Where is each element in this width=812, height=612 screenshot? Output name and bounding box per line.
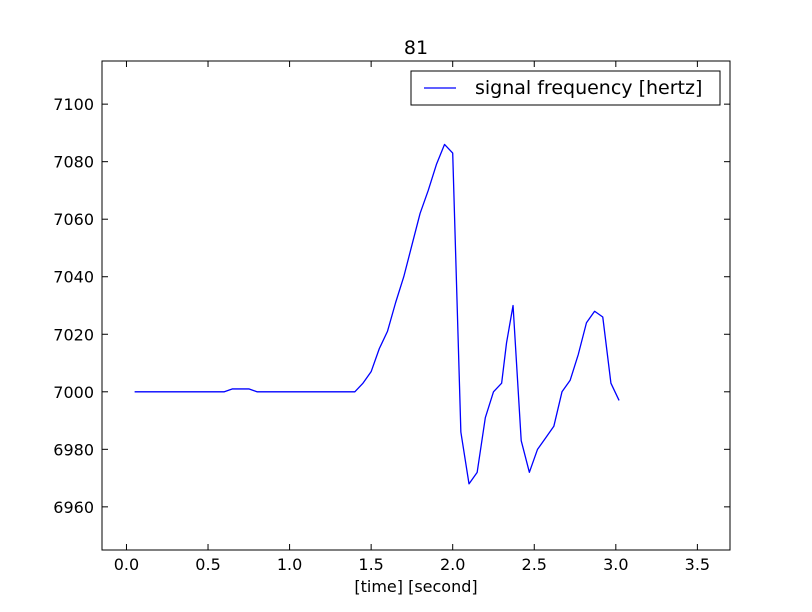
legend: signal frequency [hertz]	[410, 70, 721, 106]
x-tick-label: 1.0	[277, 555, 302, 574]
x-axis-label: [time] [second]	[354, 577, 477, 596]
y-tick-label: 6960	[53, 498, 94, 517]
y-tick-label: 7100	[53, 95, 94, 114]
legend-box	[410, 70, 721, 106]
chart-title: 81	[404, 37, 428, 59]
series-line-0	[134, 143, 620, 485]
plot-area-frame	[101, 60, 731, 551]
y-tick-label: 7020	[53, 325, 94, 344]
y-tick-label: 6980	[53, 440, 94, 459]
y-tick-label: 7000	[53, 383, 94, 402]
y-tick-label: 7060	[53, 210, 94, 229]
x-tick-label: 3.0	[603, 555, 628, 574]
x-tick-label: 2.5	[522, 555, 547, 574]
x-tick-label: 1.5	[358, 555, 383, 574]
x-tick-label: 3.5	[685, 555, 710, 574]
x-tick-label: 0.5	[195, 555, 220, 574]
legend-label: signal frequency [hertz]	[475, 77, 702, 99]
y-tick-label: 7080	[53, 153, 94, 172]
y-tick-label: 7040	[53, 268, 94, 287]
x-tick-label: 0.0	[114, 555, 139, 574]
x-tick-label: 2.0	[440, 555, 465, 574]
